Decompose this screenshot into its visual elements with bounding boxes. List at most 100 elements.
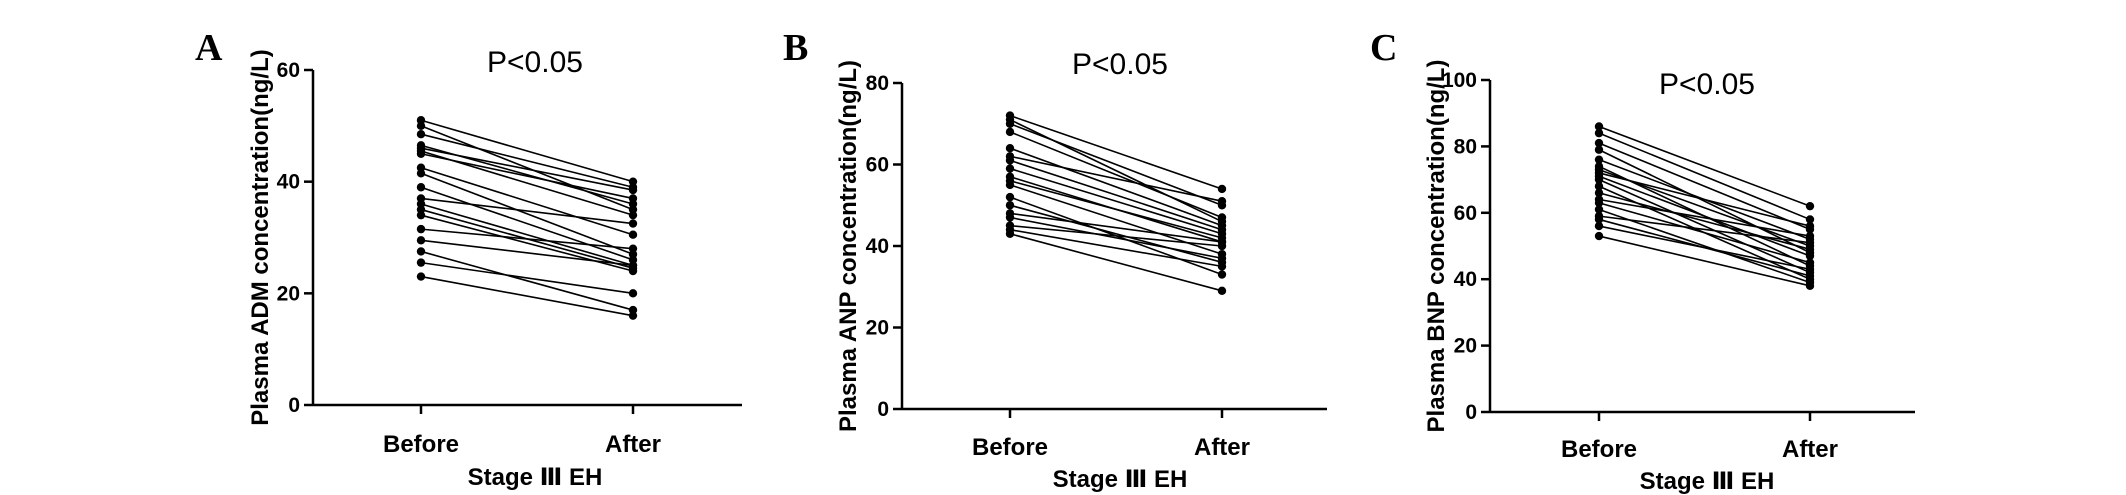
before-point	[1594, 188, 1604, 198]
after-point	[1217, 241, 1227, 251]
after-point	[1805, 258, 1815, 267]
subject-line	[420, 125, 634, 211]
subject-line	[420, 147, 634, 191]
subject-line	[1598, 198, 1811, 237]
y-tick-label: 20	[1454, 335, 1477, 358]
after-point	[1805, 265, 1815, 274]
before-point	[1594, 175, 1604, 184]
before-point	[416, 272, 426, 281]
before-point	[1594, 198, 1604, 208]
subject-line	[420, 250, 634, 311]
y-tick-label: 60	[277, 59, 300, 82]
subject-line	[1009, 180, 1223, 239]
subject-line	[1598, 125, 1811, 207]
p-value-annotation: P<0.05	[1659, 68, 1755, 101]
before-point	[1594, 205, 1604, 214]
after-point	[1805, 281, 1815, 291]
after-point	[1217, 286, 1227, 296]
y-tick-label: 60	[866, 154, 889, 177]
after-point	[628, 244, 638, 253]
y-tick-label: 40	[866, 235, 889, 258]
subject-line	[1009, 212, 1223, 243]
subject-line	[1009, 147, 1223, 227]
x-category-label: Before	[383, 431, 459, 458]
subject-line	[1598, 215, 1811, 244]
before-point	[416, 247, 426, 256]
subject-line	[420, 261, 634, 295]
y-tick-label: 40	[1454, 268, 1477, 291]
panel-letter: B	[783, 27, 808, 69]
before-point	[1594, 155, 1604, 164]
panel-letter: A	[195, 27, 223, 69]
panel-a: A P<0.05 Plasma ADM concentration(ng/L) 0 20…	[195, 27, 742, 491]
subject-line	[1598, 172, 1811, 227]
after-point	[1805, 201, 1815, 211]
subject-line	[1598, 175, 1811, 257]
subject-line	[420, 133, 634, 189]
subject-line	[420, 228, 634, 250]
before-point	[1005, 144, 1015, 153]
after-point	[628, 311, 638, 320]
subject-line	[1598, 132, 1811, 221]
y-axis-title: Plasma ADM concentration(ng/L)	[247, 49, 274, 425]
after-point	[1217, 213, 1227, 222]
x-axis-title: Stage Ⅲ EH	[1053, 466, 1188, 493]
after-point	[1805, 245, 1815, 254]
before-point	[1005, 213, 1015, 222]
panel-b: B P<0.05 Plasma ANP concentration(ng/L) 0 20…	[783, 27, 1327, 493]
before-point	[1005, 201, 1015, 210]
y-axis-title: Plasma BNP concentration(ng/L)	[1423, 60, 1450, 433]
y-tick-label: 60	[1454, 202, 1477, 225]
after-point	[1217, 184, 1227, 194]
x-category-label: After	[1782, 436, 1838, 463]
after-point	[1805, 238, 1815, 247]
y-tick-label: 20	[866, 317, 889, 340]
x-category-label: After	[1194, 434, 1250, 461]
subject-line	[1598, 202, 1811, 264]
after-point	[628, 210, 638, 220]
before-point	[1594, 138, 1604, 148]
subject-line	[1009, 159, 1223, 231]
subject-line	[420, 166, 634, 236]
after-point	[628, 289, 638, 298]
before-point	[1005, 156, 1015, 165]
p-value-annotation: P<0.05	[487, 46, 583, 79]
before-point	[1005, 119, 1015, 128]
y-tick-label: 0	[288, 394, 300, 417]
subject-line	[1009, 155, 1223, 202]
y-tick-label: 0	[877, 398, 889, 421]
x-axis-title: Stage Ⅲ EH	[468, 464, 603, 491]
subject-line	[1009, 224, 1223, 247]
after-point	[1217, 254, 1227, 263]
y-tick-label: 40	[277, 171, 300, 194]
subject-line	[1598, 149, 1811, 254]
panel-letter: C	[1370, 27, 1397, 69]
subject-line	[1598, 178, 1811, 274]
subject-line	[420, 172, 634, 255]
x-category-label: Before	[972, 434, 1048, 461]
x-category-label: After	[605, 431, 661, 458]
subject-line	[1009, 204, 1223, 264]
panel-c: C P<0.05 Plasma BNP concentration(ng/L) 0 20…	[1370, 27, 1915, 495]
y-tick-label: 80	[1454, 135, 1477, 158]
after-point	[1805, 231, 1815, 241]
y-tick-label: 100	[1442, 69, 1477, 92]
after-point	[628, 194, 638, 203]
before-point	[416, 258, 426, 267]
before-point	[1594, 215, 1604, 224]
subject-line	[420, 152, 634, 200]
after-point	[628, 219, 638, 228]
subject-line	[1009, 167, 1223, 235]
before-point	[1594, 182, 1604, 191]
after-point	[1217, 270, 1227, 279]
after-point	[1805, 221, 1815, 231]
after-point	[628, 185, 638, 195]
subject-line	[1009, 123, 1223, 206]
subject-line	[1009, 233, 1223, 292]
subject-line	[420, 119, 634, 183]
before-point	[1005, 127, 1015, 137]
subject-line	[420, 275, 634, 317]
x-category-label: Before	[1561, 436, 1637, 463]
subject-line	[1009, 131, 1223, 219]
before-point	[416, 169, 426, 178]
